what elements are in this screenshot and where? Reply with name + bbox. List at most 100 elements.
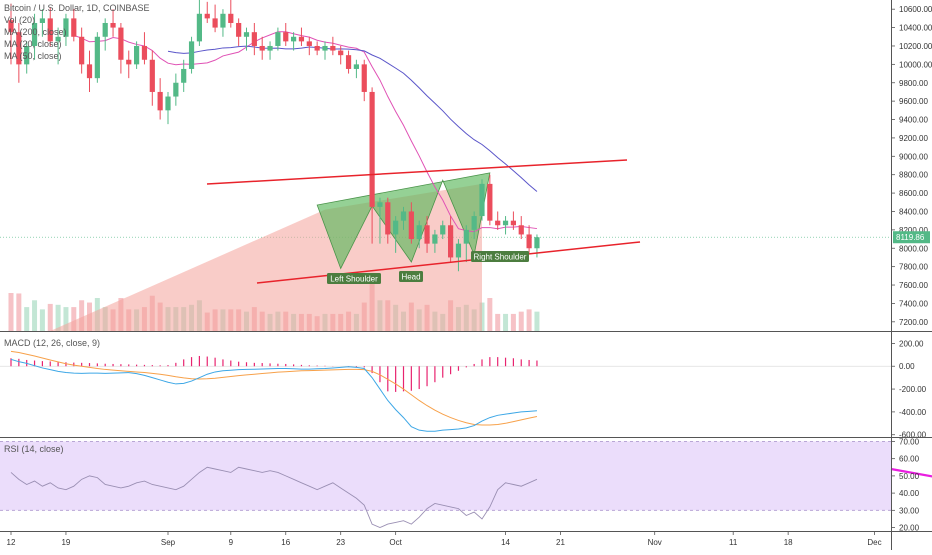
- candle-body: [275, 32, 281, 46]
- price-axis-label: 8800.00: [899, 171, 928, 180]
- pattern-label: Head: [401, 272, 420, 281]
- volume-bar: [510, 313, 516, 331]
- candle-body: [110, 22, 116, 28]
- date-axis-label: Sep: [161, 538, 176, 547]
- candle-body: [71, 18, 77, 37]
- volume-bar: [503, 313, 509, 331]
- volume-bar: [55, 304, 61, 331]
- macd-series: [0, 350, 891, 432]
- macd-line: [10, 358, 537, 432]
- candle-body: [416, 225, 422, 240]
- volume-bar: [518, 311, 524, 331]
- candle-body: [353, 64, 359, 69]
- candle-body: [118, 27, 124, 60]
- candle-body: [455, 243, 462, 258]
- date-axis-label: Dec: [867, 538, 881, 547]
- candle-body: [8, 20, 14, 33]
- candle-body: [16, 32, 22, 65]
- volume-bar: [47, 303, 53, 331]
- macd-axis-label: -400.00: [899, 408, 927, 417]
- candle-body: [165, 96, 171, 111]
- candle-body: [236, 22, 242, 37]
- candle-body: [102, 22, 108, 37]
- rsi-axis-label: 60.00: [899, 455, 920, 464]
- price-axis-label: 9200.00: [899, 134, 928, 143]
- candle-body: [448, 225, 454, 258]
- candle-body: [487, 183, 493, 221]
- volume-bar: [495, 313, 501, 331]
- date-axis-label: 19: [61, 538, 70, 547]
- candle-body: [259, 45, 265, 51]
- candle-body: [322, 45, 328, 51]
- candle-body: [204, 13, 210, 19]
- volume-bar: [487, 298, 493, 331]
- pattern-label-bg: [399, 271, 423, 282]
- price-axis-label: 7600.00: [899, 281, 928, 290]
- rsi-line: [10, 466, 538, 529]
- rsi-axis-label: 50.00: [899, 472, 920, 481]
- date-axis-label: Oct: [389, 538, 402, 547]
- volume-bar: [71, 307, 77, 331]
- volume-bar: [8, 293, 14, 331]
- candle-body: [220, 13, 226, 28]
- candle-body: [314, 45, 320, 51]
- rsi-series: [10, 466, 932, 529]
- candle-body: [479, 183, 485, 217]
- volume-bar: [24, 307, 30, 331]
- legend-volume: Vol (20): [4, 15, 35, 25]
- legend-ma-50: MA (50, close): [4, 51, 62, 61]
- candle-body: [369, 91, 375, 207]
- price-axis-label: 9600.00: [899, 97, 928, 106]
- candle-body: [291, 36, 297, 42]
- candle-body: [181, 68, 187, 83]
- candle-body: [212, 18, 218, 28]
- candle-body: [377, 202, 383, 207]
- volume-bar: [534, 311, 540, 331]
- candle-body: [188, 41, 195, 69]
- volume-bar: [32, 300, 38, 331]
- neckline-trendline: [206, 159, 628, 185]
- rsi-axis-label: 70.00: [899, 437, 920, 446]
- price-axis-label: 9000.00: [899, 152, 928, 161]
- candle-body: [251, 32, 257, 46]
- candle-body: [157, 91, 163, 111]
- candle-body: [134, 45, 140, 65]
- candle-body: [306, 41, 312, 46]
- candle-body: [228, 13, 234, 23]
- price-axis-label: 8600.00: [899, 189, 928, 198]
- legend-ma-20: MA (20, close): [4, 39, 62, 49]
- candle-body: [424, 225, 430, 244]
- price-axis-label: 9800.00: [899, 79, 928, 88]
- macd-axis-label: -200.00: [899, 385, 927, 394]
- pattern-label-bg: [327, 273, 381, 284]
- rsi-axis-label: 20.00: [899, 524, 920, 533]
- last-price-label: 8119.86: [896, 233, 925, 242]
- legend-macd: MACD (12, 26, close, 9): [4, 338, 100, 348]
- price-axis-label: 9400.00: [899, 116, 928, 125]
- candle-body: [243, 32, 250, 37]
- candle-body: [196, 13, 202, 42]
- candlesticks: [8, 0, 540, 272]
- candle-body: [86, 64, 93, 79]
- support-trendline: [256, 241, 641, 284]
- candle-body: [126, 59, 132, 65]
- grid-lines: [0, 236, 891, 511]
- candle-body: [283, 32, 289, 42]
- date-axis-label: 14: [501, 538, 510, 547]
- date-axis-label: 21: [556, 538, 565, 547]
- candle-body: [24, 45, 30, 65]
- macd-axis-label: 0.00: [899, 362, 915, 371]
- candle-body: [408, 211, 414, 240]
- rsi-axis-label: 30.00: [899, 506, 920, 515]
- pattern-label-bg: [471, 251, 529, 262]
- volume-bar: [16, 293, 22, 331]
- price-axis-label: 10200.00: [899, 42, 932, 51]
- rsi-axis-label: 40.00: [899, 489, 920, 498]
- price-axis-label: 8000.00: [899, 244, 928, 253]
- date-axis-label: 16: [281, 538, 290, 547]
- candle-body: [534, 237, 540, 249]
- volume-bar: [526, 309, 532, 331]
- candle-body: [400, 211, 407, 221]
